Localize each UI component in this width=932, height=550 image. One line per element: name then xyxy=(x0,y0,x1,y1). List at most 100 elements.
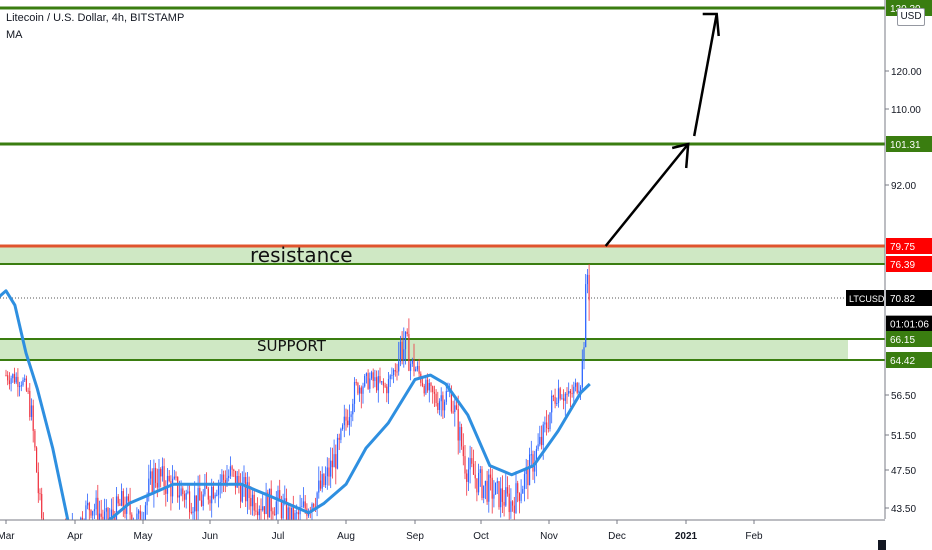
candle-body xyxy=(189,491,191,513)
candle-body xyxy=(440,395,442,402)
candle-body xyxy=(459,427,461,441)
candle-body xyxy=(486,481,488,502)
projection-arrow-segment-2[interactable] xyxy=(692,13,718,137)
projection-arrow-head-1 xyxy=(671,142,690,169)
candle-body xyxy=(97,497,99,523)
candle-body xyxy=(100,513,102,517)
candle-body xyxy=(421,382,424,386)
currency-badge[interactable]: USD xyxy=(897,8,925,26)
candle-body xyxy=(87,502,89,506)
candle-body xyxy=(571,393,573,395)
candle-body xyxy=(291,507,293,526)
candle-body xyxy=(539,436,541,445)
candle-body xyxy=(532,454,534,472)
candle-body xyxy=(245,477,247,502)
time-tick-label: Nov xyxy=(540,531,558,542)
candle-body xyxy=(183,494,186,500)
candle-body xyxy=(552,395,554,397)
candle-body xyxy=(461,427,463,447)
candle-body xyxy=(238,475,240,486)
candle-body xyxy=(25,378,27,391)
candle-body xyxy=(428,383,430,391)
candle-body xyxy=(520,493,522,501)
time-tick-label: Feb xyxy=(745,531,763,542)
candle-body xyxy=(566,393,568,395)
candle-body xyxy=(498,481,500,508)
candle-body xyxy=(396,371,398,373)
candle-body xyxy=(406,331,408,335)
candle-body xyxy=(282,502,284,519)
candle-body xyxy=(328,467,330,477)
candle-body xyxy=(117,496,119,504)
price-tick-label: 51.50 xyxy=(891,431,916,442)
candle-body xyxy=(24,378,26,380)
candle-body xyxy=(330,460,332,477)
ma-line[interactable] xyxy=(0,289,591,543)
candle-body xyxy=(564,393,566,401)
candle-body xyxy=(352,403,354,415)
price-label-text: 79.75 xyxy=(890,242,915,253)
candle-body xyxy=(105,508,107,512)
candle-body xyxy=(569,390,571,394)
candle-body xyxy=(107,508,109,523)
candle-body xyxy=(445,391,447,402)
candle-body xyxy=(583,347,585,362)
candle-body xyxy=(462,446,464,457)
candle-body xyxy=(534,464,536,472)
candle-body xyxy=(326,467,328,477)
candle-body xyxy=(270,488,272,512)
candle-body xyxy=(321,474,323,489)
time-tick-label: Oct xyxy=(473,531,489,542)
candle-body xyxy=(568,390,570,394)
candle-body xyxy=(535,449,537,465)
candle-body xyxy=(515,483,517,513)
candle-body xyxy=(285,498,288,524)
time-tick-label: Aug xyxy=(337,531,355,542)
projection-arrow-segment-1[interactable] xyxy=(604,143,690,247)
candle-body xyxy=(8,380,10,385)
candle-body xyxy=(430,383,432,387)
candle-body xyxy=(22,379,24,386)
candle-body xyxy=(559,388,561,399)
candle-body xyxy=(467,469,469,482)
candle-body xyxy=(522,488,524,494)
candle-body xyxy=(563,398,565,401)
price-tick-label: 120.00 xyxy=(891,67,922,78)
candle-body xyxy=(115,496,118,526)
candle-body xyxy=(403,349,405,361)
candle-body xyxy=(488,474,490,502)
candle-body xyxy=(102,516,104,521)
candle-body xyxy=(408,334,410,371)
candle-body xyxy=(250,498,252,507)
candle-body xyxy=(343,416,345,426)
candle-body xyxy=(495,482,497,495)
candle-body xyxy=(529,454,531,486)
candle-body xyxy=(292,507,294,528)
candle-body xyxy=(411,360,413,364)
candle-body xyxy=(209,499,211,504)
candle-body xyxy=(136,513,138,524)
price-tick-label: 92.00 xyxy=(891,181,916,192)
candle-body xyxy=(260,508,262,511)
candle-body xyxy=(398,361,400,372)
candle-body xyxy=(444,401,446,411)
candle-body xyxy=(469,458,471,470)
candle-body xyxy=(204,482,206,495)
candle-body xyxy=(574,382,577,387)
price-tick-label: 47.50 xyxy=(891,466,916,477)
candle-body xyxy=(182,488,184,495)
candle-body xyxy=(267,492,269,518)
candle-body xyxy=(129,500,131,515)
candle-body xyxy=(240,485,242,502)
candle-body xyxy=(525,466,527,474)
indicator-label: MA xyxy=(6,29,23,41)
price-label-badge xyxy=(886,136,932,152)
support-label: SUPPORT xyxy=(257,337,327,355)
candle-body xyxy=(561,398,563,400)
candle-body xyxy=(15,376,17,383)
candle-body xyxy=(88,502,90,511)
candle-body xyxy=(229,466,231,476)
price-tick-label: 110.00 xyxy=(891,105,921,116)
candle-body xyxy=(110,509,112,518)
